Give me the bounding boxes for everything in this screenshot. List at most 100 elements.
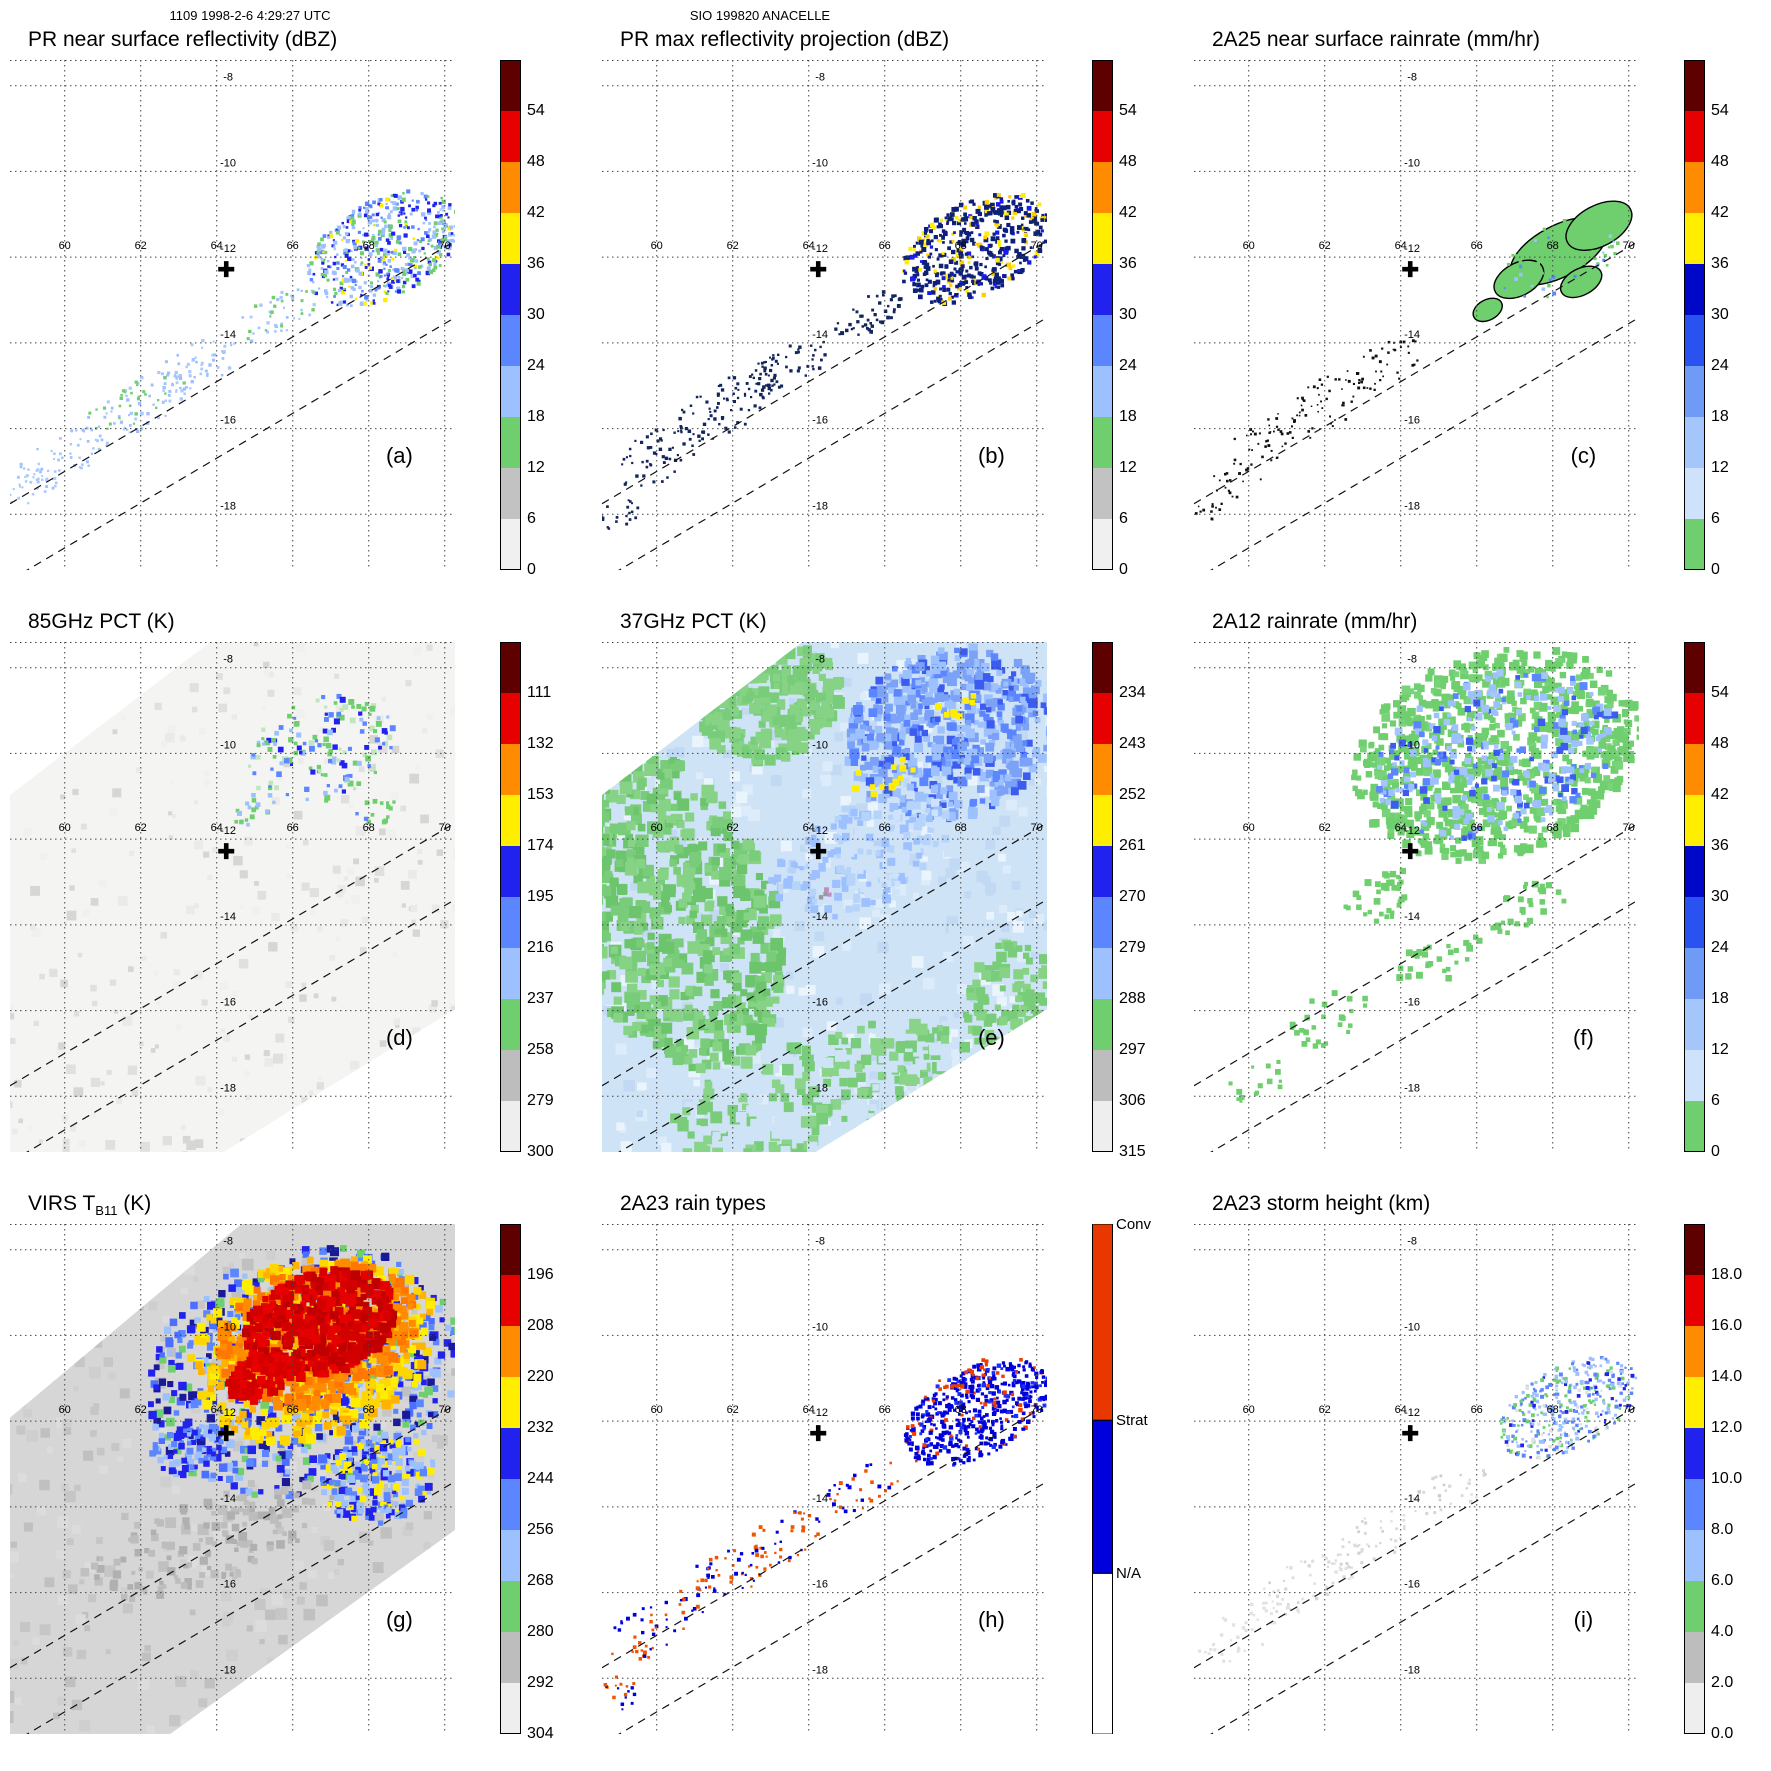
lat-label: -8: [815, 72, 825, 84]
lat-label: -16: [220, 1579, 236, 1591]
colorbar-tick: 261: [1119, 837, 1146, 854]
colorbar-segment-label: Conv: [1116, 1216, 1152, 1233]
graticule-labels: 60 62 64 66 68 70 -8 -10 -12 -14 -16 -18: [651, 1236, 1043, 1677]
lon-label: 60: [651, 1404, 663, 1416]
location-marker: [1402, 1425, 1419, 1442]
lon-label: 70: [1623, 822, 1635, 834]
lat-label: -12: [220, 1407, 236, 1419]
colorbar-tick: 195: [527, 888, 554, 905]
lat-label: -12: [812, 1407, 828, 1419]
colorbar-tick: 30: [1711, 306, 1729, 323]
lat-label: -14: [1404, 329, 1420, 341]
graticule-lines: [10, 60, 455, 570]
colorbar-tick: 2.0: [1711, 1674, 1734, 1691]
orbit-header: SIO 199820 ANACELLE: [689, 8, 831, 23]
panel-title-b: PR max reflectivity projection (dBZ): [620, 28, 950, 51]
panel-title-part: B11: [95, 1203, 118, 1218]
colorbar-tick: 6: [527, 510, 536, 527]
lat-label: -18: [220, 1082, 236, 1094]
colorbar-e: [1092, 642, 1113, 1152]
colorbar-tick: 111: [527, 684, 552, 701]
panel-letter: (f): [1573, 1025, 1594, 1050]
swath-edge-lines: [1194, 240, 1639, 570]
lon-label: 62: [1319, 822, 1331, 834]
location-marker: [810, 261, 827, 278]
lon-label: 66: [287, 1404, 299, 1416]
colorbar-tick: 292: [527, 1674, 554, 1691]
lat-label: -12: [812, 825, 828, 837]
colorbar-tick: 24: [1711, 939, 1729, 956]
graticule-lines: [1194, 60, 1639, 570]
lat-label: -10: [220, 1321, 236, 1333]
lon-label: 66: [879, 1404, 891, 1416]
map-h: 60 62 64 66 68 70 -8 -10 -12 -14 -16 -18 (h): [602, 1224, 1047, 1734]
swath-edge-lines: [10, 822, 455, 1152]
lon-label: 62: [727, 240, 739, 252]
lat-label: -10: [1404, 1321, 1420, 1333]
lon-label: 70: [1031, 240, 1043, 252]
lon-label: 68: [363, 822, 375, 834]
colorbar-tick: 237: [527, 990, 554, 1007]
panel-title-g: VIRS TB11 (K): [28, 1192, 152, 1218]
panel-letter: (a): [386, 443, 413, 468]
lon-label: 66: [1471, 240, 1483, 252]
panel-f: 2A12 rainrate (mm/hr) 60 62 64 66 68 70 -8 -10 -1…: [1184, 608, 1770, 1188]
lat-label: -16: [1404, 415, 1420, 427]
colorbar-tick: 258: [527, 1041, 554, 1058]
location-marker: [1402, 261, 1419, 278]
panel-letter: (h): [978, 1607, 1005, 1632]
graticule-labels: 60 62 64 66 68 70 -8 -10 -12 -14 -16 -18: [1243, 654, 1635, 1095]
colorbar-tick: 216: [527, 939, 554, 956]
lon-label: 68: [955, 240, 967, 252]
location-marker: [218, 1425, 235, 1442]
lat-label: -14: [812, 329, 828, 341]
colorbar-tick: 256: [527, 1521, 554, 1538]
lat-label: -12: [1404, 243, 1420, 255]
colorbar-tick: 36: [1711, 255, 1729, 272]
swath-data-layer: [10, 642, 455, 1152]
map-b: 60 62 64 66 68 70 -8 -10 -12 -14 -16 -18 (b): [602, 60, 1047, 570]
lat-label: -10: [1404, 739, 1420, 751]
lat-label: -14: [220, 329, 236, 341]
lon-label: 70: [439, 822, 451, 834]
lat-label: -16: [812, 415, 828, 427]
lat-label: -10: [220, 739, 236, 751]
colorbar-i: [1684, 1224, 1705, 1734]
lat-label: -18: [1404, 1082, 1420, 1094]
lon-label: 70: [1031, 822, 1043, 834]
colorbar-tick: 12: [527, 459, 545, 476]
graticule-labels: 60 62 64 66 68 70 -8 -10 -12 -14 -16 -18: [59, 1236, 451, 1677]
lon-label: 60: [59, 822, 71, 834]
graticule-lines: [1194, 642, 1639, 1152]
colorbar-tick: 6: [1711, 1092, 1720, 1109]
colorbar-h: [1092, 1224, 1113, 1734]
colorbar-tick: 6: [1711, 510, 1720, 527]
lon-label: 62: [135, 1404, 147, 1416]
colorbar-segment-label: Strat: [1116, 1412, 1148, 1430]
graticule-labels: 60 62 64 66 68 70 -8 -10 -12 -14 -16 -18: [651, 72, 1043, 513]
colorbar-tick: 244: [527, 1470, 554, 1487]
colorbar-tick: 304: [527, 1725, 554, 1742]
lon-label: 64: [803, 1404, 815, 1416]
lon-label: 64: [211, 1404, 223, 1416]
lat-label: -16: [812, 1579, 828, 1591]
colorbar-tick: 174: [527, 837, 554, 854]
colorbar-tick: 24: [1119, 357, 1137, 374]
lat-label: -16: [220, 415, 236, 427]
panel-i: 2A23 storm height (km) 60 62 64 66 68 70 -8 -10 -…: [1184, 1190, 1770, 1770]
graticule-labels: 60 62 64 66 68 70 -8 -10 -12 -14 -16 -18: [1243, 72, 1635, 513]
colorbar-tick: 8.0: [1711, 1521, 1734, 1538]
lat-label: -18: [1404, 1664, 1420, 1676]
lat-label: -16: [1404, 1579, 1420, 1591]
swath-data-layer: [1228, 647, 1639, 1103]
graticule-labels: 60 62 64 66 68 70 -8 -10 -12 -14 -16 -18: [1243, 1236, 1635, 1677]
graticule-labels: 60 62 64 66 68 70 -8 -10 -12 -14 -16 -18: [59, 654, 451, 1095]
lat-label: -8: [1407, 72, 1417, 84]
panel-title-part: (K): [117, 1192, 152, 1215]
swath-edge-lines: [602, 1404, 1047, 1734]
colorbar-d: [500, 642, 521, 1152]
lat-label: -16: [1404, 997, 1420, 1009]
colorbar-tick: 42: [1711, 786, 1729, 803]
map-c: 60 62 64 66 68 70 -8 -10 -12 -14 -16 -18 (c): [1194, 60, 1639, 570]
lon-label: 60: [1243, 1404, 1255, 1416]
